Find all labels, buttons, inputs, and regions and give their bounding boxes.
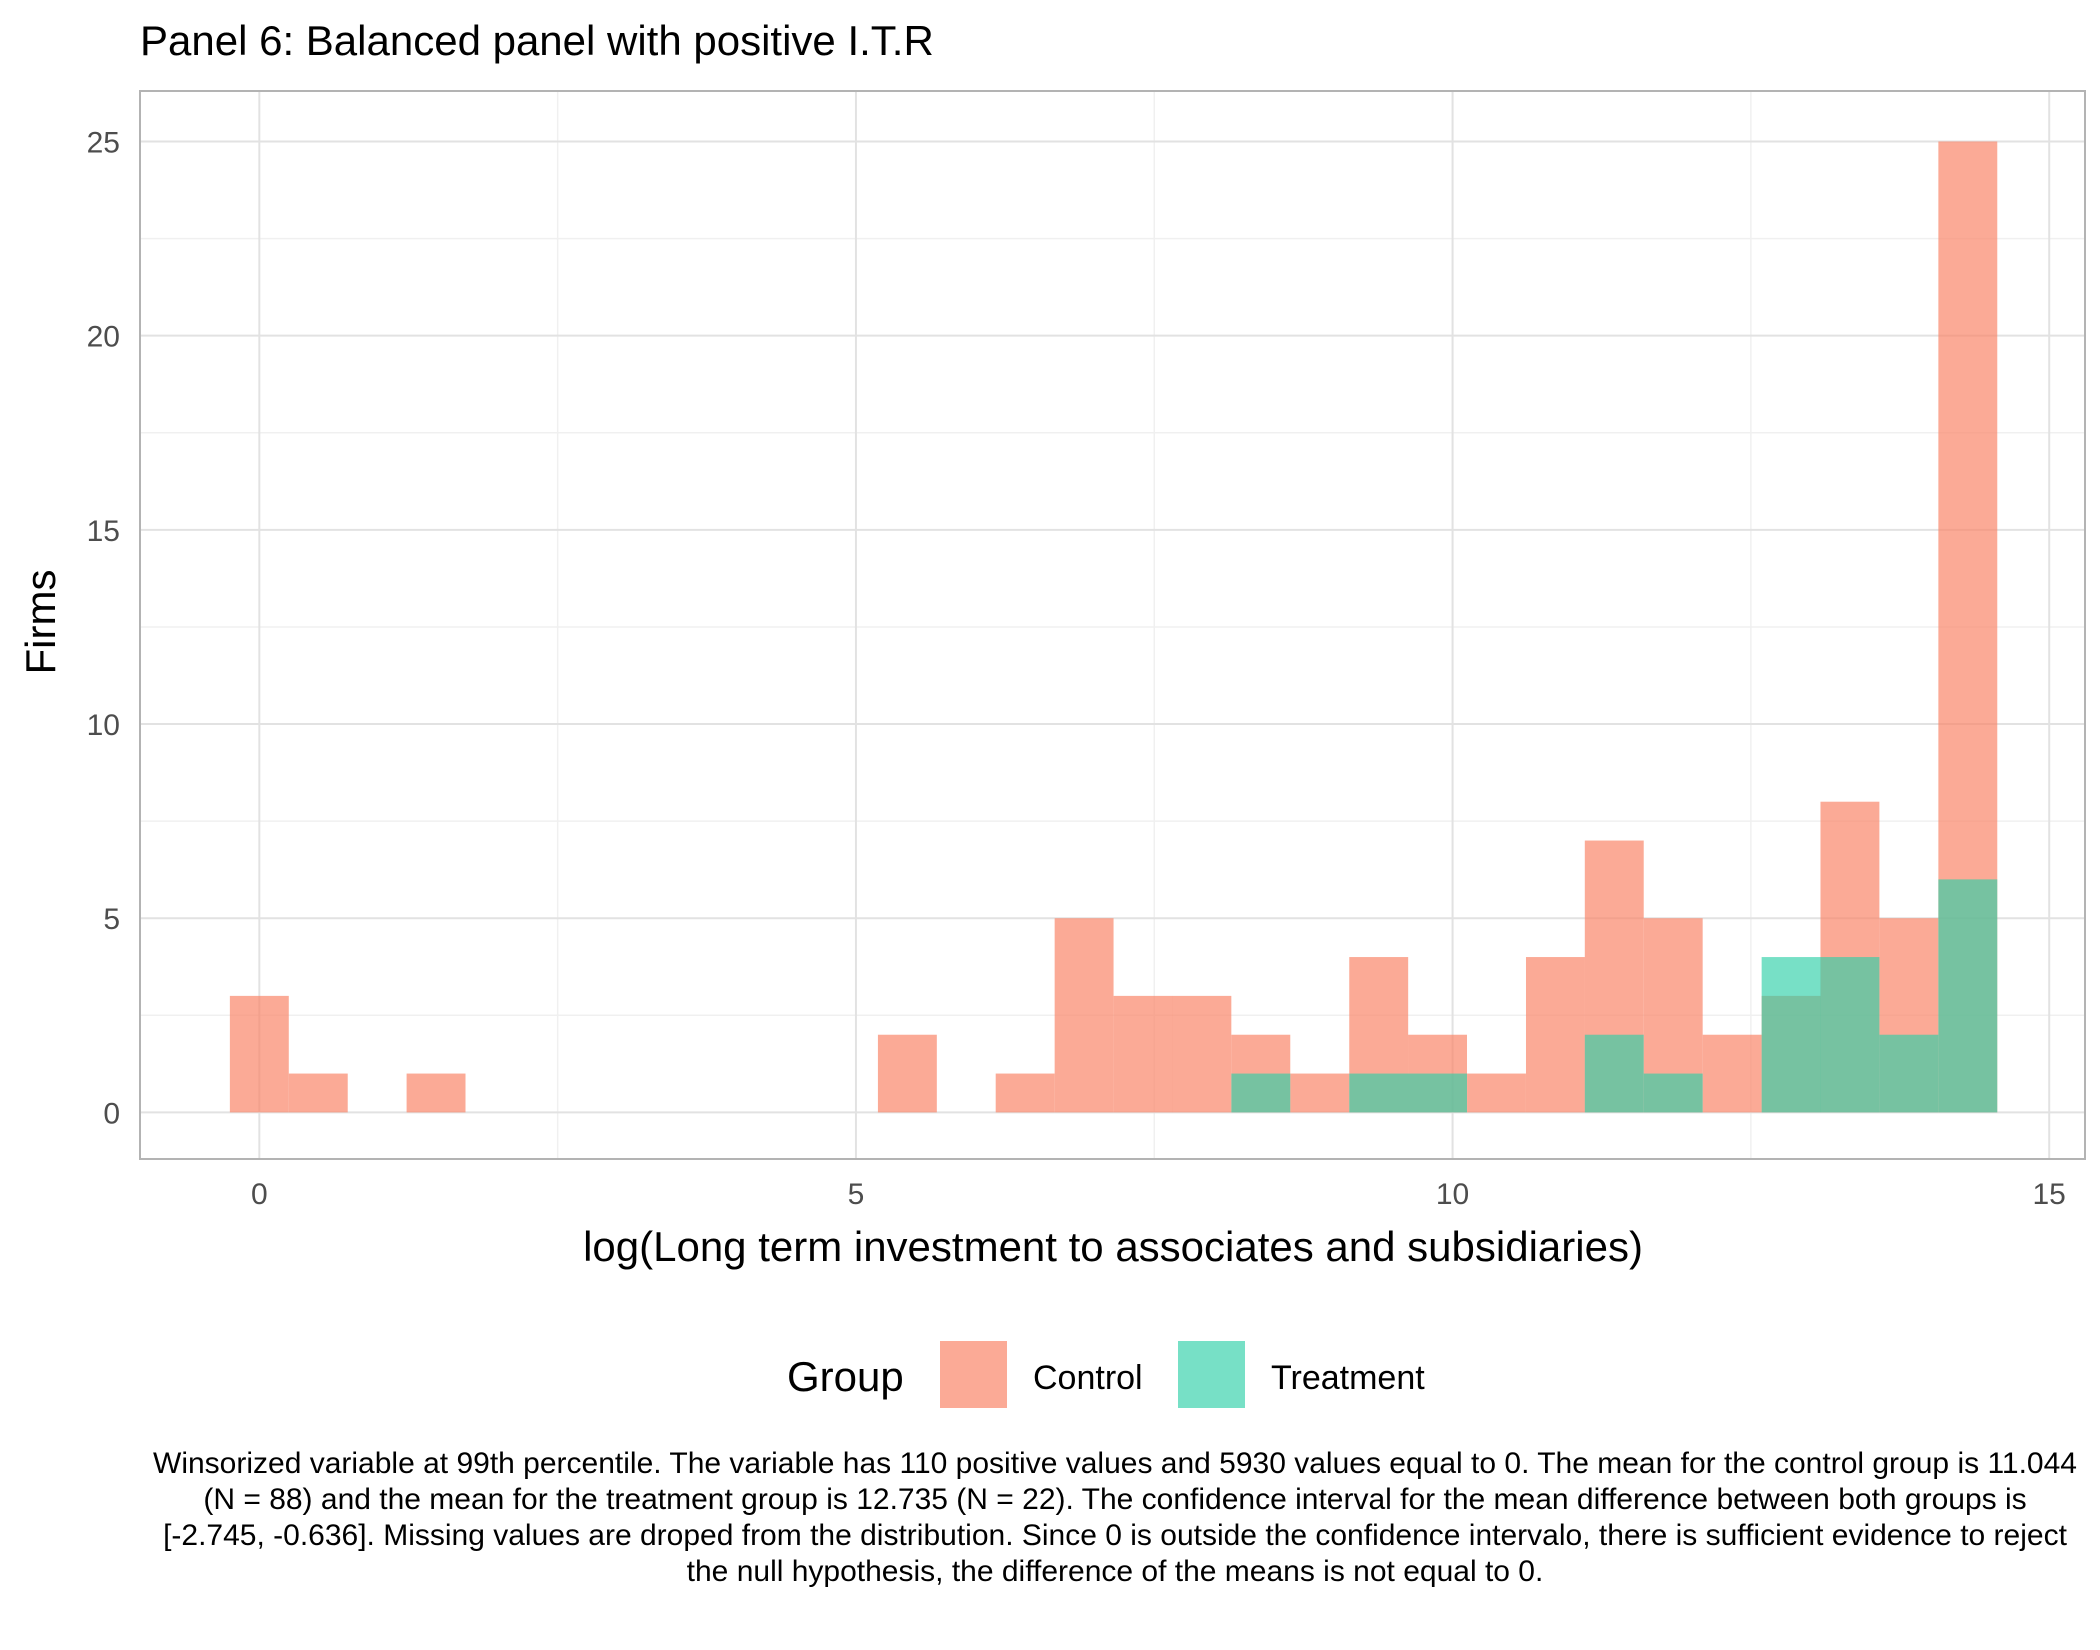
control-bar (995, 1073, 1055, 1113)
y-axis-tick-labels: 0 5 10 15 20 25 (87, 126, 120, 1130)
legend-label-treatment: Treatment (1271, 1359, 1425, 1397)
y-axis-label: Firms (17, 570, 64, 675)
x-tick-label: 15 (2033, 1178, 2066, 1211)
x-tick-label: 10 (1436, 1178, 1469, 1211)
chart-title: Panel 6: Balanced panel with positive I.… (140, 17, 934, 64)
x-axis-label: log(Long term investment to associates a… (583, 1223, 1643, 1270)
control-bar (1172, 995, 1232, 1113)
plot-panel-border (139, 90, 2086, 1160)
control-bar (1290, 1073, 1350, 1113)
control-bar (1467, 1073, 1526, 1113)
treatment-bar (1879, 1034, 1939, 1113)
control-bar (229, 995, 289, 1113)
treatment-bar (1643, 1073, 1703, 1113)
treatment-bar (1820, 957, 1880, 1113)
legend-swatch-control (940, 1341, 1007, 1408)
control-bar (1113, 995, 1173, 1113)
legend-swatch-treatment (1178, 1341, 1245, 1408)
minor-gridlines (140, 91, 2085, 1159)
treatment-bar (1938, 879, 1998, 1113)
treatment-bar (1408, 1073, 1467, 1113)
y-tick-label: 5 (103, 903, 120, 936)
x-axis-tick-labels: 0 5 10 15 (251, 1178, 2066, 1211)
x-tick-label: 5 (848, 1178, 865, 1211)
y-tick-label: 10 (87, 709, 120, 742)
control-bar (1054, 918, 1114, 1113)
treatment-bar (1349, 1073, 1409, 1113)
control-bar (1525, 957, 1585, 1113)
control-bar (406, 1073, 466, 1113)
control-bar (288, 1073, 348, 1113)
chart-caption: Winsorized variable at 99th percentile. … (153, 1447, 2077, 1588)
legend-label-control: Control (1033, 1359, 1143, 1397)
control-bar (1702, 1034, 1762, 1113)
treatment-bar (1231, 1073, 1291, 1113)
treatment-bar (1584, 1034, 1644, 1113)
legend-title: Group (787, 1353, 904, 1400)
treatment-bars (1231, 879, 1998, 1113)
y-tick-label: 15 (87, 515, 120, 548)
y-tick-label: 25 (87, 126, 120, 159)
control-bar (877, 1034, 937, 1113)
y-tick-label: 0 (103, 1097, 120, 1130)
x-tick-label: 0 (251, 1178, 268, 1211)
treatment-bar (1761, 957, 1821, 1113)
y-tick-label: 20 (87, 321, 120, 354)
legend: Group Control Treatment (787, 1341, 1425, 1408)
